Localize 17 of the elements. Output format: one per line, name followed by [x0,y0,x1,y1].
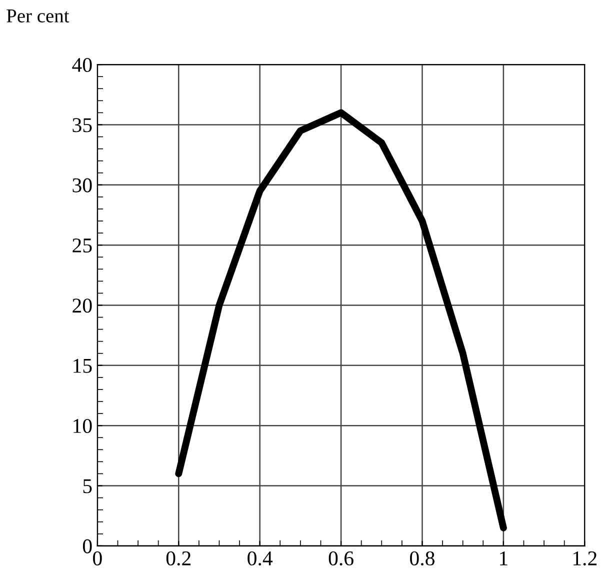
x-tick-label: 0.2 [166,551,191,566]
x-tick-label: 0 [93,551,102,566]
y-tick-label: 35 [72,118,92,132]
y-tick-label: 15 [74,358,92,373]
y-tick-label: 5 [83,479,92,494]
x-tick-label: 0.6 [328,551,354,566]
y-tick-label: 0 [82,539,92,554]
y-axis-title: Per cent [6,10,70,22]
y-tick-label: 20 [72,298,92,313]
x-tick-label: 0.4 [248,551,273,566]
x-tick-label: 0.8 [410,551,434,566]
y-tick-label: 10 [74,418,92,434]
y-tick-label: 40 [72,58,92,72]
y-tick-label: 25 [72,238,92,253]
x-tick-label: 1 [500,551,508,566]
y-tick-label: 30 [72,178,92,192]
x-tick-label: 1.2 [573,551,597,566]
